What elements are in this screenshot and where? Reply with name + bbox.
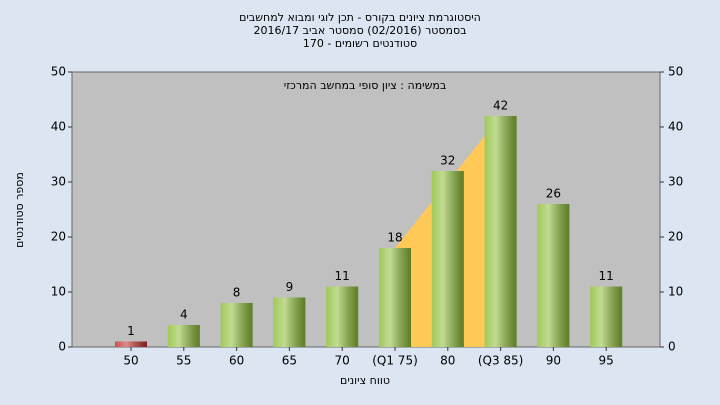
x-tick-label: 50 — [123, 354, 138, 368]
y-tick-label: 40 — [51, 120, 66, 134]
y-tick-label: 30 — [51, 175, 66, 189]
annotation: במשימה : ציון סופי במחשב המרכזי — [284, 79, 447, 92]
x-tick-label: (Q3 85) — [478, 354, 524, 368]
y2-tick-label: 50 — [668, 65, 683, 79]
x-tick-label: 65 — [282, 354, 297, 368]
bar-shade — [326, 286, 359, 347]
x-tick-label: 70 — [335, 354, 350, 368]
y-tick-label: 0 — [58, 340, 66, 354]
x-tick-label: (Q1 75) — [372, 354, 418, 368]
bar-shade — [484, 116, 517, 347]
y-tick-label: 50 — [51, 65, 66, 79]
bar-shade — [273, 297, 306, 347]
plot-area — [71, 71, 661, 348]
x-tick-label: 80 — [440, 354, 455, 368]
data-label: 4 — [180, 308, 188, 322]
x-tick-label: 60 — [229, 354, 244, 368]
x-tick-label: 55 — [176, 354, 191, 368]
x-axis-label: טווח ציונים — [340, 374, 390, 387]
data-label: 8 — [233, 286, 241, 300]
bar-shade — [220, 303, 253, 347]
y-tick-label: 10 — [51, 285, 66, 299]
y2-tick-label: 30 — [668, 175, 683, 189]
chart-subtitle: בסמסטר (02/2016) סמסטר אביב 2016/17 — [253, 24, 466, 37]
x-tick-label: 95 — [599, 354, 614, 368]
y-tick-label: 20 — [51, 230, 66, 244]
bar-shade — [167, 325, 200, 347]
data-label: 1 — [127, 324, 135, 338]
data-label: 11 — [599, 269, 614, 283]
bar-shade — [379, 248, 411, 347]
chart-subtitle: סטודנטים רשומים - 170 — [303, 37, 417, 50]
data-label: 42 — [493, 99, 508, 113]
y2-tick-label: 40 — [668, 120, 683, 134]
bar-shade — [590, 286, 623, 347]
bar-shade — [431, 171, 464, 347]
data-label: 18 — [387, 231, 402, 245]
y-axis-label: מספר סטודנטים — [13, 172, 26, 248]
bar-shade — [115, 341, 147, 347]
y2-tick-label: 10 — [668, 285, 683, 299]
y2-tick-label: 0 — [668, 340, 676, 354]
data-label: 11 — [335, 269, 350, 283]
y2-tick-label: 20 — [668, 230, 683, 244]
data-label: 32 — [440, 154, 455, 168]
data-label: 26 — [546, 187, 561, 201]
data-label: 9 — [286, 280, 294, 294]
bar-shade — [537, 204, 570, 347]
chart-title: היסטוגרמת ציונים בקורס - תכן לוגי ומבוא … — [239, 11, 481, 24]
x-tick-label: 90 — [546, 354, 561, 368]
